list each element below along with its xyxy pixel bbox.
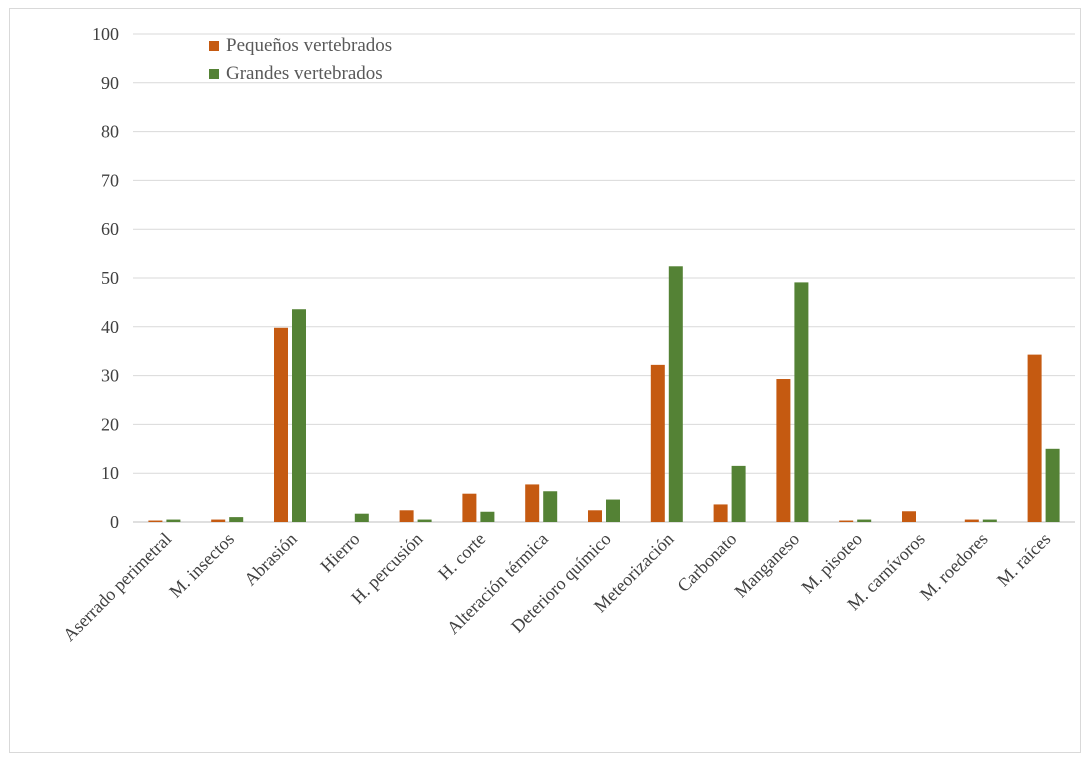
bar-pequenos xyxy=(211,519,226,522)
bar-grandes xyxy=(229,517,244,522)
legend-swatch xyxy=(209,69,219,79)
bar-pequenos xyxy=(399,510,414,522)
bar-grandes xyxy=(982,519,997,522)
bar-pequenos xyxy=(148,520,163,522)
bar-grandes xyxy=(354,513,369,522)
x-category-label: M. roedores xyxy=(916,529,992,605)
bar-grandes xyxy=(794,282,809,522)
y-tick-label: 90 xyxy=(101,73,119,93)
chart-frame xyxy=(9,8,1081,753)
legend: Pequeños vertebrados Grandes vertebrados xyxy=(209,35,392,84)
bar-pequenos xyxy=(588,510,602,522)
bar-pequenos xyxy=(525,484,540,522)
y-tick-label: 100 xyxy=(92,24,119,44)
bar-grandes xyxy=(417,519,432,522)
gridlines xyxy=(133,33,1075,523)
bar-pequenos xyxy=(902,511,916,522)
bar-grandes xyxy=(166,519,181,522)
x-category-label: Hierro xyxy=(316,529,363,576)
bar-pequenos xyxy=(964,519,979,522)
y-axis-tick-labels: 0 10 20 30 40 50 60 70 80 90 100 xyxy=(92,24,119,532)
y-tick-label: 60 xyxy=(101,219,119,239)
bar-grandes xyxy=(1045,448,1060,522)
bar-grandes xyxy=(857,519,872,522)
bar-pequenos xyxy=(1027,354,1042,522)
y-tick-label: 10 xyxy=(101,463,119,483)
bar-pequenos xyxy=(839,520,854,522)
bar-grandes xyxy=(292,309,306,522)
y-tick-label: 50 xyxy=(101,268,119,288)
legend-label: Grandes vertebrados xyxy=(226,63,383,84)
y-tick-label: 30 xyxy=(101,366,119,386)
y-tick-label: 80 xyxy=(101,122,119,142)
x-category-label: H. corte xyxy=(434,529,489,584)
y-tick-label: 0 xyxy=(110,512,119,532)
x-category-label: M. raíces xyxy=(993,529,1055,591)
bar-grandes xyxy=(543,491,558,522)
bar-pequenos xyxy=(650,364,665,522)
bar-pequenos xyxy=(776,379,791,522)
bar-pequenos xyxy=(462,493,477,522)
x-category-label: Abrasión xyxy=(240,529,301,590)
x-category-label: Carbonato xyxy=(673,529,740,596)
bar-grandes xyxy=(668,266,683,522)
y-tick-label: 20 xyxy=(101,414,119,434)
x-category-label: Aserrado perimetral xyxy=(59,529,175,645)
y-tick-label: 40 xyxy=(101,317,119,337)
x-category-label: M. insectos xyxy=(165,529,238,602)
bar-grandes xyxy=(731,465,746,522)
y-tick-label: 70 xyxy=(101,170,119,190)
bar-pequenos xyxy=(274,327,288,522)
legend-swatch xyxy=(209,41,219,51)
bar-pequenos xyxy=(713,504,728,522)
bar-grandes xyxy=(606,499,620,522)
legend-label: Pequeños vertebrados xyxy=(226,35,392,56)
x-category-label: Manganeso xyxy=(730,529,803,602)
bars xyxy=(148,266,1060,522)
bar-grandes xyxy=(480,511,495,522)
